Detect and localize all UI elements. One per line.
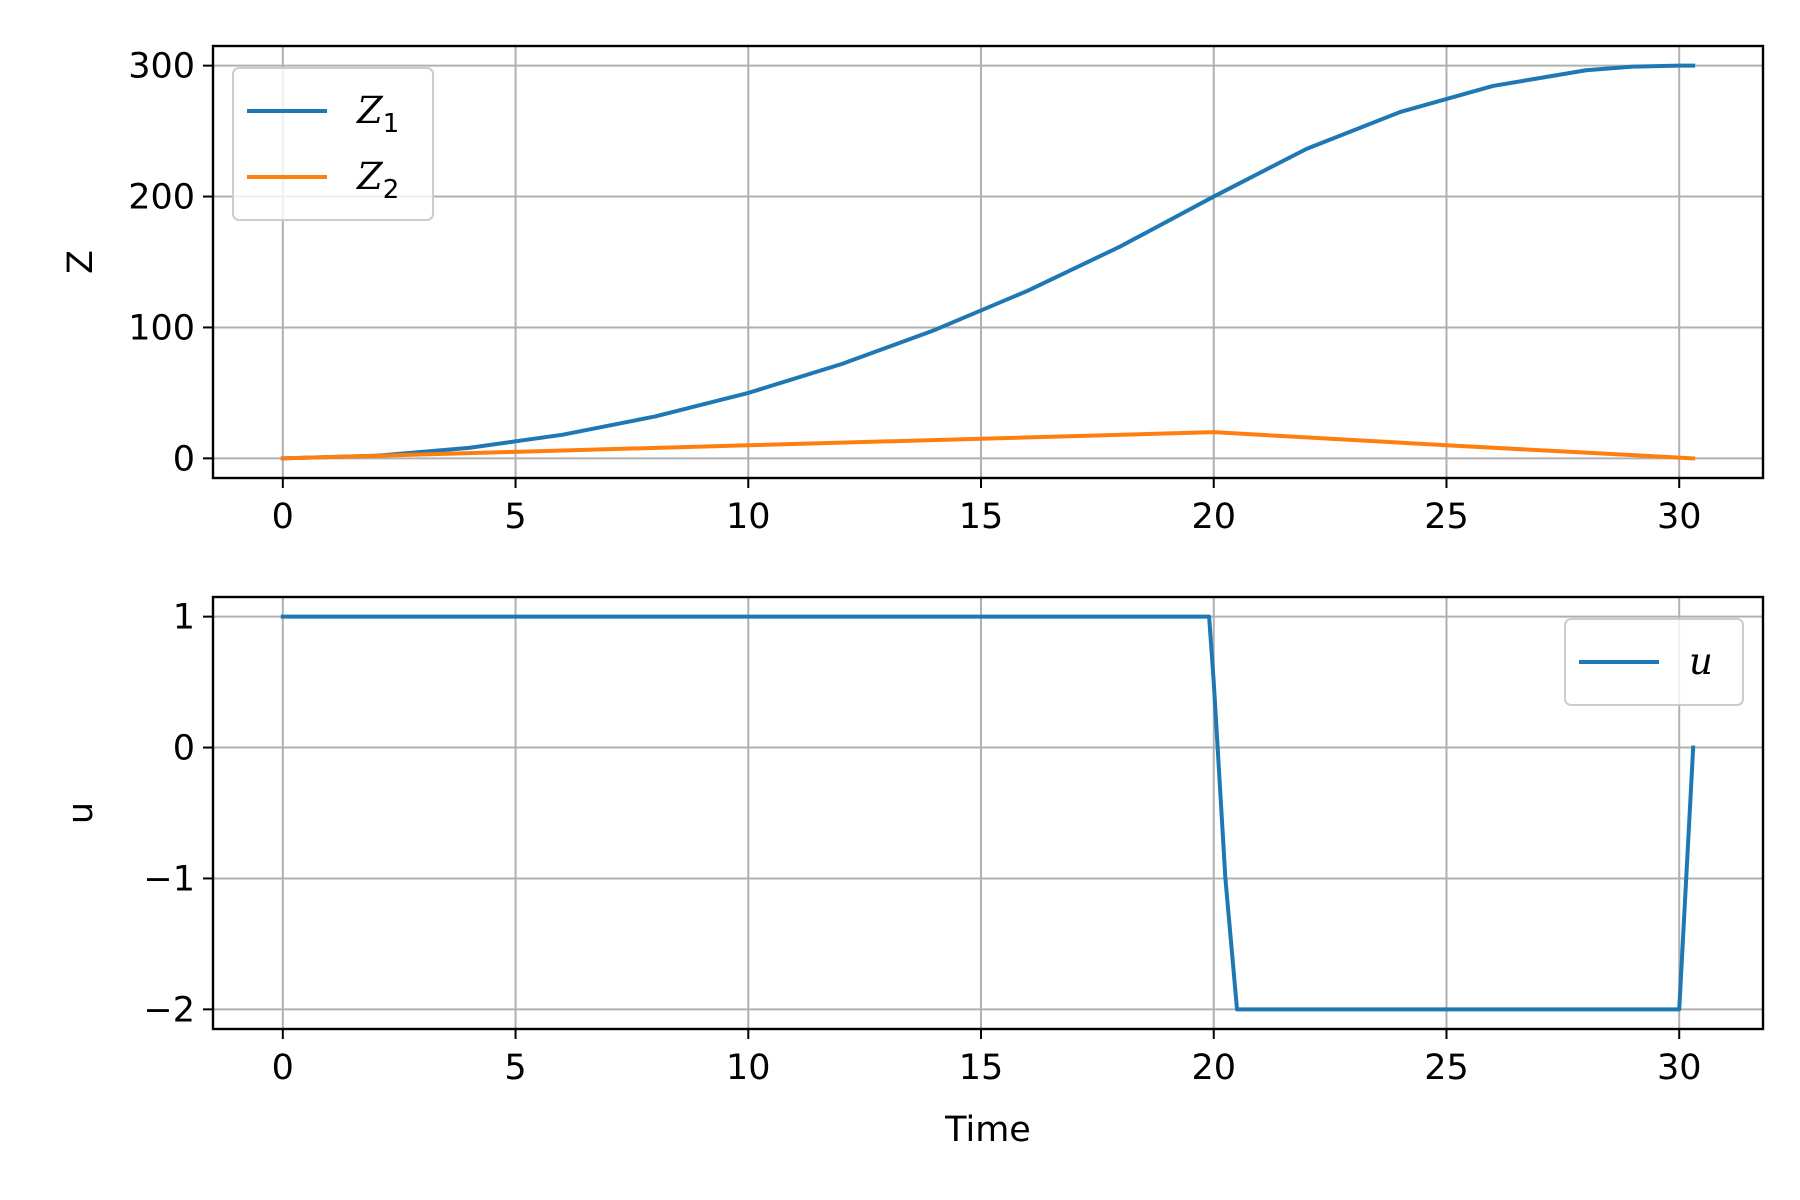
x-tick-label: 25 [1424,497,1469,537]
y-tick-label: 0 [173,729,195,769]
y-tick-label: 0 [173,439,195,479]
axes-frame [211,595,1765,1031]
x-tick-label: 0 [272,497,294,537]
series-line-Z2 [280,430,1696,461]
series-line-Z1 [280,63,1696,461]
legend: u [1564,618,1744,706]
x-tick-label: 20 [1191,1048,1236,1088]
x-tick-label: 30 [1657,1048,1702,1088]
y-tick-label: 1 [173,598,195,638]
x-tick-label: 15 [959,497,1004,537]
y-tick-label: −1 [143,859,195,899]
legend-label: Z2 [356,155,399,205]
y-tick-label: 200 [128,178,195,218]
x-tick-label: 0 [272,1048,294,1088]
x-tick-label: 10 [726,497,771,537]
x-tick-label: 10 [726,1048,771,1088]
y-axis-label: u [61,802,101,824]
y-axis-label: Z [61,250,101,274]
legend-label: u [1689,640,1713,683]
x-tick-label: 15 [959,1048,1004,1088]
y-tick-label: 100 [128,308,195,348]
legend-box [232,67,434,221]
x-tick-label: 5 [504,1048,526,1088]
x-tick-label: 25 [1424,1048,1469,1088]
series-line-u [280,614,1696,1012]
x-tick-label: 5 [504,497,526,537]
axes-frame [211,44,1765,480]
x-axis-label: Time [944,1110,1031,1150]
y-tick-label: −2 [143,990,195,1030]
y-tick-label: 300 [128,47,195,87]
x-tick-label: 20 [1191,497,1236,537]
x-tick-label: 30 [1657,497,1702,537]
